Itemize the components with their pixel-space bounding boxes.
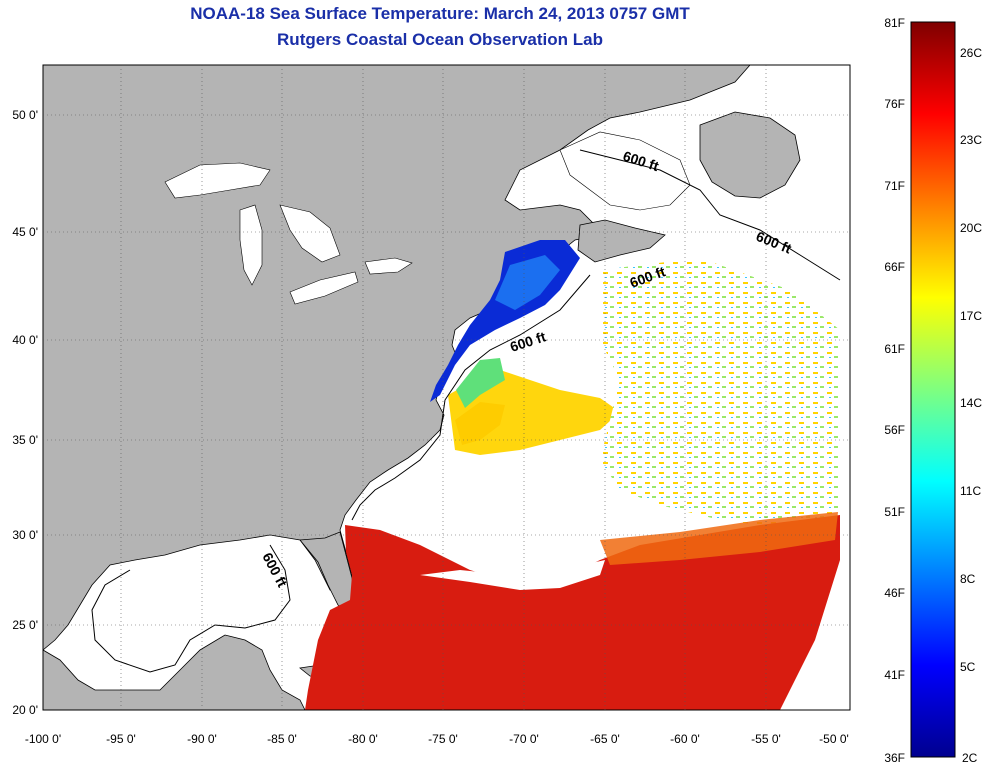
- colorbar-f-label: 46F: [884, 586, 905, 600]
- isobath-contour-north: [579, 149, 841, 281]
- newfoundland: [699, 111, 801, 199]
- lake-michigan: [239, 204, 263, 286]
- lon-tick-label: -70 0': [509, 732, 539, 746]
- lat-tick-label: 45 0': [12, 225, 38, 239]
- colorbar-f-label: 61F: [884, 342, 905, 356]
- lat-tick-label: 30 0': [12, 528, 38, 542]
- sst-cool-band: [495, 255, 560, 310]
- lake-ontario: [364, 257, 413, 275]
- lon-tick-label: -60 0': [670, 732, 700, 746]
- graticule: [43, 65, 850, 710]
- lat-tick-label: 40 0': [12, 333, 38, 347]
- colorbar-c-label: 20C: [960, 221, 982, 235]
- colorbar: 81F 76F 71F 66F 61F 56F 51F 46F 41F 36F …: [884, 16, 982, 765]
- sst-gulf-stream-yellow: [448, 370, 620, 455]
- colorbar-c-label: 26C: [960, 46, 982, 60]
- colorbar-f-label: 76F: [884, 97, 905, 111]
- lon-tick-label: -95 0': [106, 732, 136, 746]
- colorbar-c-label: 11C: [960, 484, 981, 498]
- cloud-patch: [420, 560, 605, 590]
- lon-tick-label: -65 0': [590, 732, 620, 746]
- colorbar-f-label: 41F: [884, 668, 905, 682]
- lake-superior: [164, 162, 271, 199]
- colorbar-c-label: 5C: [960, 660, 976, 674]
- longitude-axis: -100 0' -95 0' -90 0' -85 0' -80 0' -75 …: [25, 732, 849, 746]
- colorbar-c-label: 8C: [960, 572, 976, 586]
- lon-tick-label: -100 0': [25, 732, 61, 746]
- lat-tick-label: 50 0': [12, 108, 38, 122]
- lon-tick-label: -75 0': [428, 732, 458, 746]
- lake-huron: [279, 204, 341, 263]
- lat-tick-label: 35 0': [12, 433, 38, 447]
- mexico-land: [43, 634, 306, 710]
- lon-tick-label: -55 0': [751, 732, 781, 746]
- isobath-contour-gulf: [91, 544, 291, 673]
- plot-frame: [42, 64, 851, 711]
- lake-erie: [289, 271, 359, 305]
- latitude-axis: 50 0' 45 0' 40 0' 35 0' 30 0' 25 0' 20 0…: [12, 108, 38, 717]
- lon-tick-label: -80 0': [348, 732, 378, 746]
- colorbar-f-label: 81F: [884, 16, 905, 30]
- colorbar-f-label: 51F: [884, 505, 905, 519]
- isobath-contour-shelf: [351, 274, 591, 521]
- lon-tick-label: -85 0': [267, 732, 297, 746]
- colorbar-f-label: 71F: [884, 179, 905, 193]
- lat-tick-label: 20 0': [12, 703, 38, 717]
- gulf-of-st-lawrence: [559, 131, 691, 211]
- sst-green-band: [456, 358, 505, 408]
- sst-offshore-speckle: [600, 258, 840, 530]
- sst-subtropical-orange: [600, 512, 838, 565]
- colorbar-c-label: 23C: [960, 133, 982, 147]
- nova-scotia: [577, 219, 666, 263]
- north-america-land: [43, 65, 751, 651]
- colorbar-gradient: [910, 21, 956, 758]
- colorbar-f-label: 36F: [884, 751, 905, 765]
- colorbar-f-label: 66F: [884, 260, 905, 274]
- colorbar-c-label: 14C: [960, 396, 982, 410]
- map-subtitle: Rutgers Coastal Ocean Observation Lab: [277, 30, 603, 49]
- lon-tick-label: -50 0': [819, 732, 849, 746]
- lat-tick-label: 25 0': [12, 618, 38, 632]
- colorbar-c-label: 17C: [960, 309, 982, 323]
- map-title: NOAA-18 Sea Surface Temperature: March 2…: [190, 4, 690, 23]
- lon-tick-label: -90 0': [187, 732, 217, 746]
- colorbar-f-label: 56F: [884, 423, 905, 437]
- sst-subtropical-warm: [305, 515, 840, 710]
- colorbar-c-label: 2C: [962, 751, 978, 765]
